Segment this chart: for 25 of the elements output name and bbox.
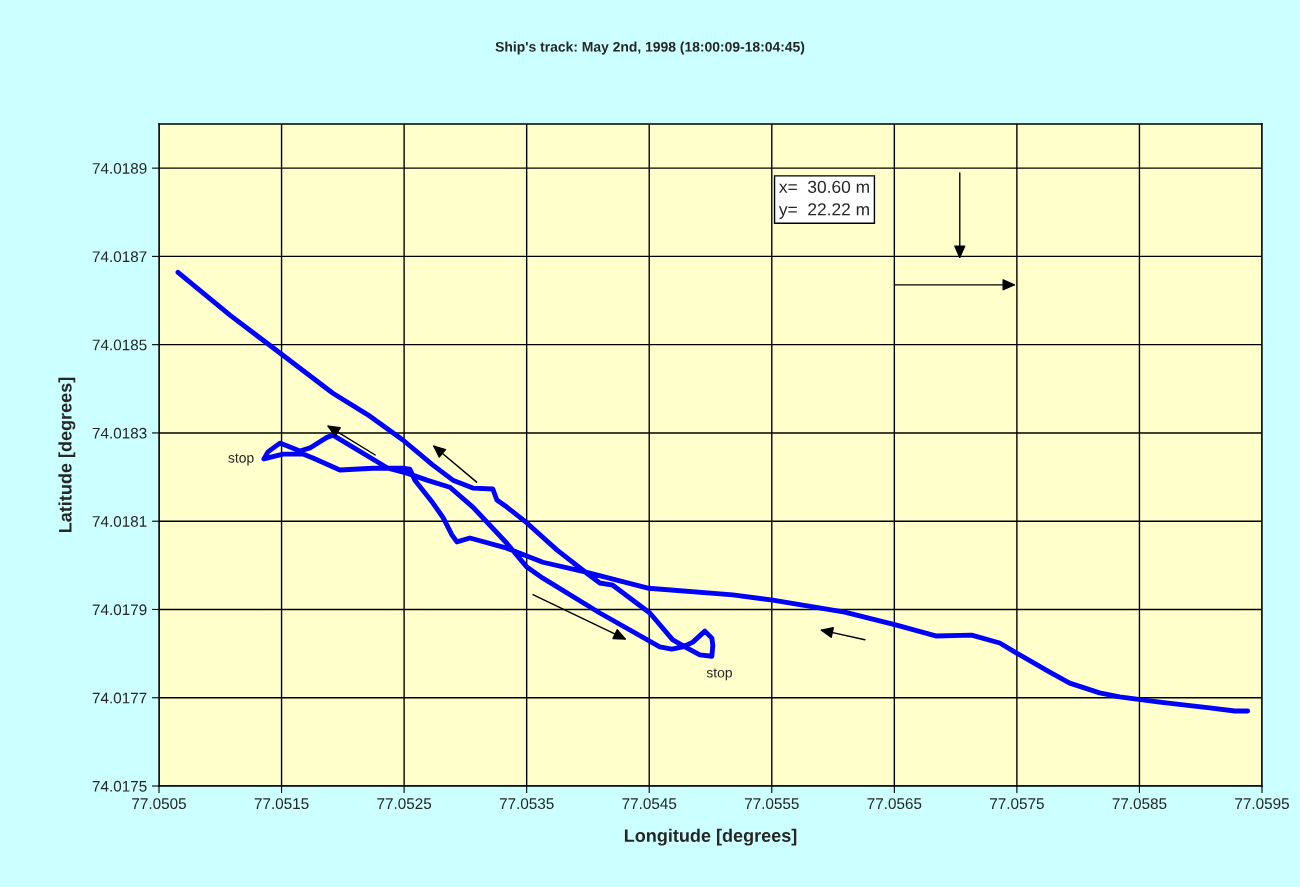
x-tick-label: 77.0525 bbox=[377, 798, 432, 810]
y-axis-title: Latitude [degrees] bbox=[58, 377, 76, 533]
x-tick-label: 77.0555 bbox=[744, 798, 799, 810]
x-tick-label: 77.0535 bbox=[499, 798, 554, 810]
x-tick-label: 77.0575 bbox=[990, 798, 1044, 810]
annotation: stop bbox=[228, 453, 254, 466]
chart-title: Ship's track: May 2nd, 1998 (18:00:09-18:04:45) bbox=[495, 41, 805, 55]
x-axis-title: Longitude [degrees] bbox=[624, 828, 797, 846]
y-tick-label: 74.0189 bbox=[92, 163, 147, 174]
x-tick-label: 77.0595 bbox=[1235, 798, 1289, 810]
y-tick-label: 74.0187 bbox=[92, 251, 147, 263]
y-tick-label: 74.0177 bbox=[92, 692, 147, 704]
y-tick-label: 74.0179 bbox=[92, 604, 147, 616]
x-tick-label: 77.0565 bbox=[867, 798, 922, 810]
x-tick-label: 77.0585 bbox=[1112, 798, 1167, 810]
y-tick-label: 74.0183 bbox=[92, 427, 147, 439]
x-tick-label: 77.0515 bbox=[254, 798, 309, 810]
x-tick-label: 77.0505 bbox=[132, 798, 186, 810]
line-series bbox=[175, 269, 1251, 714]
y-tick-label: 74.0185 bbox=[92, 339, 147, 351]
y-tick-label: 74.0175 bbox=[92, 780, 147, 792]
x-tick-label: 77.0545 bbox=[622, 798, 677, 810]
annotation: x= 30.60 m y= 22.22 m bbox=[778, 180, 869, 219]
y-tick-label: 74.0181 bbox=[92, 516, 147, 527]
annotation: stop bbox=[706, 668, 732, 681]
